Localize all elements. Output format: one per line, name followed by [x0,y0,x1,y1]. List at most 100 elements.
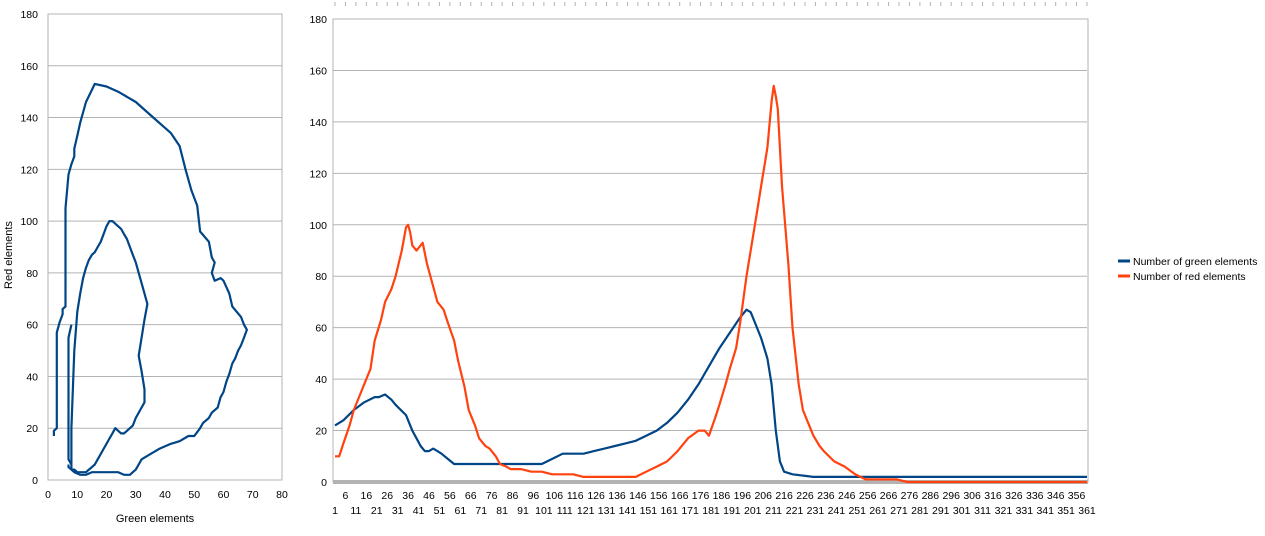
right-x-tick-label: 231 [807,505,825,517]
right-y-tick-label: 40 [315,374,327,386]
right-x-tick-label: 301 [953,505,971,517]
left-chart-y-ticks: 0 20 40 60 80 100 120 140 160 180 [20,9,38,487]
right-x-tick-label: 111 [557,505,573,517]
right-x-tick-label: 351 [1057,505,1075,517]
left-series-line-1 [67,220,149,474]
right-x-tick-label: 346 [1047,490,1065,502]
right-y-tick-label: 160 [309,65,327,77]
right-x-tick-label: 56 [444,490,456,502]
right-x-tick-label: 196 [734,490,752,502]
right-chart-plot-border [332,18,1089,483]
right-x-tick-label: 176 [692,490,710,502]
left-chart-y-axis-title: Red elements [3,221,15,289]
right-x-tick-label: 151 [640,505,658,517]
right-x-tick-label: 311 [974,505,991,517]
right-chart-series [334,84,1087,484]
right-x-tick-label: 271 [890,505,908,517]
right-x-tick-label: 316 [984,490,1002,502]
right-x-tick-label: 246 [838,490,856,502]
right-y-tick-label: 100 [309,220,327,232]
legend-item-red: Number of red elements [1118,271,1246,283]
right-x-tick-label: 121 [577,505,595,517]
right-chart-x-axis-band [333,480,1088,484]
right-x-tick-label: 201 [744,505,762,517]
right-chart-y-ticks: 0 20 40 60 80 100 120 140 160 180 [309,14,327,489]
right-x-tick-label: 156 [650,490,668,502]
right-x-tick-label: 281 [911,505,929,517]
right-x-tick-label: 66 [465,490,477,502]
right-x-tick-label: 181 [702,505,720,517]
left-chart-x-axis-title: Green elements [116,513,195,525]
left-x-tick-label: 70 [247,489,259,501]
right-y-tick-label: 180 [309,14,327,26]
right-x-tick-label: 31 [392,505,404,517]
right-x-tick-label: 361 [1078,505,1096,517]
right-x-tick-label: 191 [723,505,741,517]
right-x-tick-label: 211 [765,505,782,517]
right-x-tick-label: 51 [434,505,446,517]
right-x-tick-label: 286 [922,490,940,502]
right-chart-gridlines [333,2,1088,483]
left-y-tick-label: 80 [26,268,38,280]
right-x-tick-label: 36 [402,490,414,502]
legend-label-red: Number of red elements [1133,271,1246,283]
right-x-tick-label: 141 [619,505,637,517]
right-x-tick-label: 21 [371,505,383,517]
right-series-line-0 [334,308,1087,478]
left-x-tick-label: 80 [276,489,288,501]
right-x-tick-label: 131 [598,505,616,517]
right-x-tick-label: 76 [486,490,498,502]
left-x-tick-label: 30 [130,489,142,501]
right-x-tick-label: 326 [1005,490,1023,502]
right-x-tick-label: 101 [535,505,553,517]
right-x-tick-label: 61 [454,505,466,517]
scatter-chart-green-vs-red: 0 20 40 60 80 100 120 140 160 180 0 10 20 30 40 50 60 70… [3,9,288,525]
right-x-tick-label: 321 [995,505,1013,517]
right-x-tick-label: 266 [880,490,898,502]
right-x-tick-label: 251 [848,505,866,517]
right-y-tick-label: 120 [309,168,327,180]
right-x-tick-label: 226 [796,490,814,502]
left-chart-plot-border [47,13,283,481]
right-x-tick-label: 6 [343,490,349,502]
right-x-tick-label: 11 [350,505,361,517]
right-x-tick-label: 166 [671,490,689,502]
left-chart-gridlines [48,13,282,481]
left-y-tick-label: 140 [20,113,38,125]
left-x-tick-label: 50 [188,489,200,501]
left-y-tick-label: 60 [26,320,38,332]
right-x-tick-label: 341 [1036,505,1054,517]
right-x-tick-label: 136 [608,490,626,502]
right-x-tick-label: 46 [423,490,435,502]
legend: Number of green elements Number of red e… [1118,256,1257,283]
left-series-line-0 [52,82,248,476]
right-y-tick-label: 60 [315,323,327,335]
left-chart-x-ticks: 0 10 20 30 40 50 60 70 80 [45,489,288,501]
right-y-tick-label: 80 [315,271,327,283]
right-x-tick-label: 291 [932,505,950,517]
right-x-tick-label: 126 [587,490,605,502]
right-x-tick-label: 221 [786,505,804,517]
right-series-line-1 [335,84,1087,484]
right-x-tick-label: 71 [475,505,487,517]
right-x-tick-label: 91 [517,505,529,517]
left-y-tick-label: 40 [26,371,38,383]
right-x-tick-label: 236 [817,490,835,502]
right-x-tick-label: 1 [332,505,338,517]
left-x-tick-label: 60 [218,489,230,501]
left-x-tick-label: 40 [159,489,171,501]
right-x-tick-label: 96 [528,490,540,502]
right-y-tick-label: 140 [309,117,327,129]
right-x-tick-label: 171 [681,505,699,517]
right-x-tick-label: 331 [1016,505,1034,517]
right-x-tick-label: 81 [496,505,508,517]
right-x-tick-label: 106 [546,490,564,502]
left-y-tick-label: 120 [20,164,38,176]
left-y-tick-label: 100 [20,216,38,228]
right-x-tick-label: 356 [1068,490,1086,502]
right-chart-x-ticks: 6 16 26 36 46 56 66 76 86 96 106 116 126 136 146 156 166… [332,490,1096,517]
right-x-tick-label: 16 [360,490,372,502]
